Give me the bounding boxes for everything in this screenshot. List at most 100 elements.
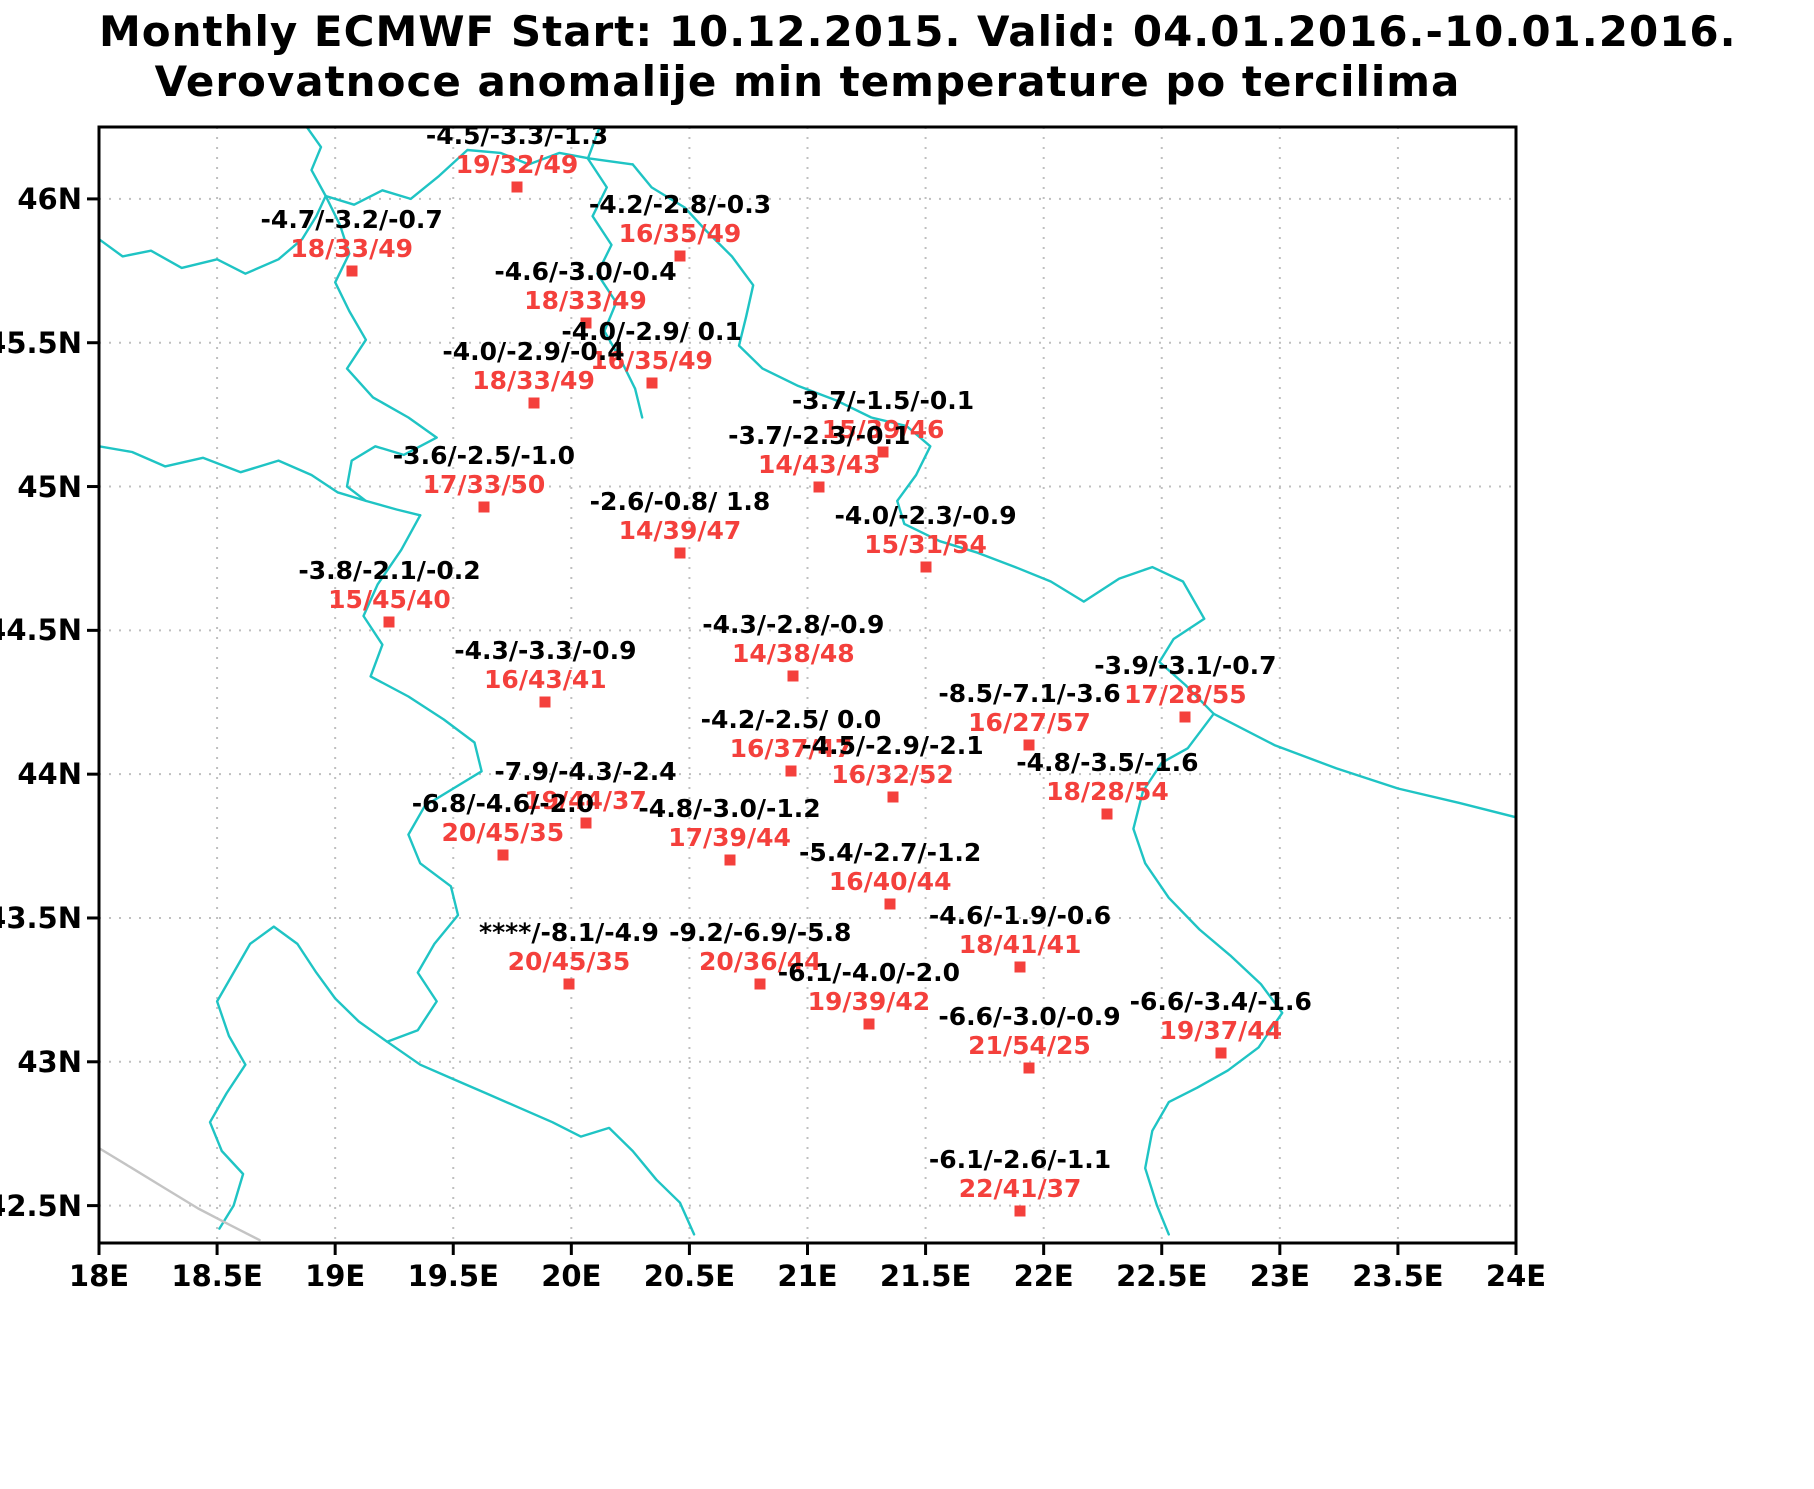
station-labels: -6.8/-4.6/-2.0 20/45/35 (412, 789, 594, 847)
station-anomaly-values: -6.6/-3.0/-0.9 (938, 1001, 1121, 1031)
station-labels: -6.6/-3.4/-1.6 19/37/44 (1130, 987, 1312, 1045)
y-tick-label: 45.5N (0, 325, 82, 360)
station-marker-icon (528, 397, 540, 409)
station-probability-values: 14/43/43 (757, 449, 881, 479)
station-marker-icon (724, 854, 736, 866)
station-anomaly-values: -4.5/-3.3/-1.3 (425, 121, 609, 151)
station-anomaly-values: -4.5/-2.9/-2.1 (801, 731, 984, 761)
station-anomaly-values: -5.4/-2.7/-1.2 (799, 837, 982, 867)
station-marker-icon (563, 978, 575, 990)
station-labels: -3.8/-2.1/-0.2 15/45/40 (298, 556, 480, 614)
station-probability-values: 16/40/44 (828, 866, 952, 896)
station-probability-values: 21/54/25 (968, 1030, 1091, 1060)
station-marker-icon (674, 250, 686, 262)
station-marker-icon (887, 791, 899, 803)
station-probability-values: 15/39/46 (821, 415, 945, 445)
y-tick-label: 45N (17, 469, 82, 504)
x-tick-label: 24E (1485, 1259, 1547, 1293)
station-labels: -4.8/-3.0/-1.2 17/39/44 (638, 794, 820, 852)
station-probability-values: 15/45/40 (328, 584, 451, 614)
station-labels: -6.1/-4.0/-2.0 19/39/42 (778, 958, 960, 1016)
x-tick-label: 23.5E (1352, 1259, 1444, 1293)
map-outline-hungary-border-north (305, 127, 327, 198)
chart-title-line1: Monthly ECMWF Start: 10.12.2015. Valid: … (99, 7, 1737, 56)
station-anomaly-values: -4.0/-2.9/ 0.1 (561, 316, 742, 346)
station-anomaly-values: -4.3/-2.8/-0.9 (702, 610, 885, 640)
station-labels: -4.5/-2.9/-2.1 16/32/52 (801, 731, 983, 789)
station-probability-values: 16/37/47 (729, 734, 853, 764)
station-anomaly-values: -7.9/-4.3/-2.4 (494, 757, 677, 787)
station-probability-values: 14/38/48 (732, 639, 855, 669)
station-marker-icon (511, 181, 523, 193)
station-labels: -4.3/-2.8/-0.9 14/38/48 (702, 610, 884, 668)
station-anomaly-values: -3.6/-2.5/-1.0 (392, 440, 576, 470)
map-outline-croatia-serbia-danube (324, 194, 438, 517)
station-anomaly-values: -4.6/-1.9/-0.6 (928, 900, 1112, 930)
station-marker-icon (1215, 1047, 1227, 1059)
station-labels: -4.2/-2.8/-0.3 16/35/49 (589, 190, 771, 248)
station-probability-values: 16/43/41 (484, 665, 607, 695)
station-labels: -6.1/-2.6/-1.1 22/41/37 (929, 1145, 1111, 1203)
station-probability-values: 16/27/57 (968, 708, 1091, 738)
y-tick-label: 43N (17, 1044, 82, 1079)
station-labels: -3.9/-3.1/-0.7 17/28/55 (1094, 651, 1276, 709)
station-probability-values: 16/32/52 (831, 760, 954, 790)
station-labels: -4.2/-2.5/ 0.0 16/37/47 (701, 705, 882, 763)
map-outline-adriatic-coast (99, 1146, 261, 1242)
station-anomaly-values: -6.8/-4.6/-2.0 (411, 788, 594, 818)
station-marker-icon (580, 317, 591, 329)
station-labels: -7.9/-4.3/-2.4 19/44/37 (494, 757, 676, 815)
station-anomaly-values: -6.1/-2.6/-1.1 (928, 1145, 1112, 1175)
station-probability-values: 19/32/49 (455, 150, 579, 180)
x-tick-label: 19E (305, 1259, 366, 1293)
station-marker-icon (787, 670, 799, 682)
chart-title-line2: Verovatnoce anomalije min temperature po… (154, 57, 1461, 106)
station-labels: -5.4/-2.7/-1.2 16/40/44 (799, 838, 981, 896)
station-probability-values: 20/36/44 (698, 947, 822, 977)
station-probability-values: 17/39/44 (668, 823, 791, 853)
map-outline-romania-bulgaria-east-border (631, 163, 1284, 1236)
station-probability-values: 18/28/54 (1046, 777, 1169, 807)
station-anomaly-values: -4.7/-3.2/-0.7 (260, 204, 443, 234)
station-labels: -4.0/-2.9/-0.4 18/33/49 (442, 337, 624, 395)
y-tick-label: 42.5N (0, 1188, 82, 1223)
station-anomaly-values: -3.7/-1.5/-0.1 (791, 386, 975, 416)
station-anomaly-values: -4.8/-3.5/-1.6 (1016, 748, 1199, 778)
station-marker-icon (884, 898, 896, 910)
station-labels: -4.6/-1.9/-0.6 18/41/41 (929, 901, 1111, 959)
station-labels: -8.5/-7.1/-3.6 16/27/57 (938, 679, 1120, 737)
station-anomaly-values: -4.6/-3.0/-0.4 (494, 256, 677, 286)
station-marker-icon (1179, 711, 1191, 723)
x-tick-label: 18E (68, 1259, 130, 1293)
station-marker-icon (754, 978, 766, 990)
station-probability-values: 16/35/49 (618, 219, 742, 249)
y-tick-label: 43.5N (0, 900, 82, 935)
station-probability-values: 19/44/37 (524, 786, 647, 816)
station-marker-icon (674, 547, 686, 559)
station-labels: -6.6/-3.0/-0.9 21/54/25 (938, 1002, 1120, 1060)
station-anomaly-values: ****/-8.1/-4.9 (479, 918, 659, 948)
station-probability-values: 19/39/42 (807, 987, 931, 1017)
x-tick-label: 19.5E (407, 1259, 499, 1293)
station-anomaly-values: -3.7/-2.3/-0.1 (728, 420, 911, 450)
station-marker-icon (785, 765, 797, 777)
station-marker-icon (877, 446, 889, 458)
station-labels: -3.7/-2.3/-0.1 14/43/43 (728, 421, 910, 479)
station-marker-icon (1101, 808, 1113, 820)
station-anomaly-values: -4.8/-3.0/-1.2 (638, 794, 821, 824)
station-marker-icon (920, 561, 932, 573)
station-marker-icon (478, 501, 490, 513)
station-anomaly-values: -3.9/-3.1/-0.7 (1094, 650, 1277, 680)
station-probability-values: 15/31/54 (864, 530, 987, 560)
station-labels: -4.0/-2.3/-0.9 15/31/54 (834, 501, 1016, 559)
station-labels: -3.7/-1.5/-0.1 15/39/46 (792, 386, 974, 444)
map-outline-drina-border (208, 514, 483, 1230)
map-outline-sava-border (99, 445, 368, 503)
station-anomaly-values: -8.5/-7.1/-3.6 (938, 679, 1121, 709)
station-probability-values: 20/45/35 (507, 947, 631, 977)
station-labels: -3.6/-2.5/-1.0 17/33/50 (393, 441, 575, 499)
map-outline-danube-east (1212, 712, 1516, 819)
plot-frame (97, 125, 1518, 1245)
x-tick-label: 23E (1249, 1259, 1310, 1293)
